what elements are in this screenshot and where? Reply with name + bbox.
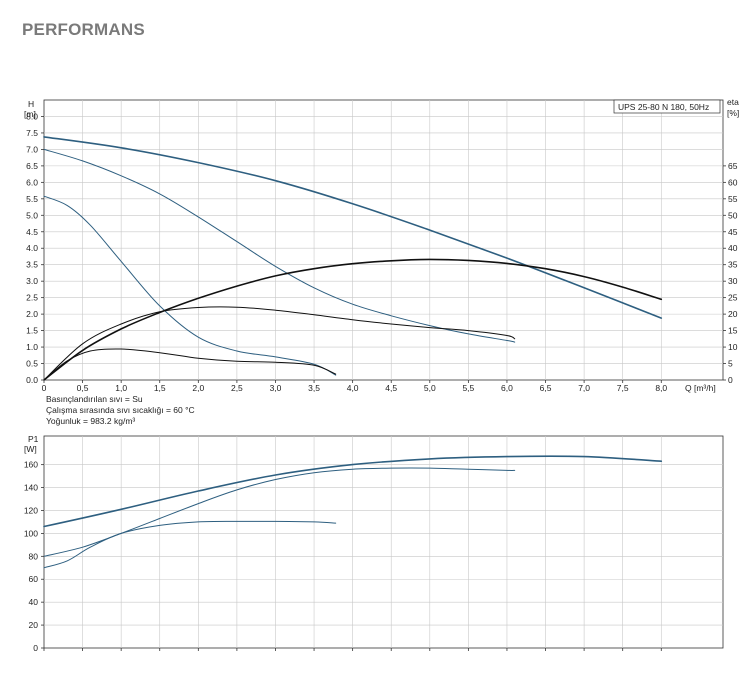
flow-tick-label: 5,0 [424, 383, 436, 393]
eta-tick-label: 20 [728, 309, 738, 319]
eta-tick-label: 60 [728, 177, 738, 187]
eta-curve-4 [43, 306, 516, 381]
flow-tick-label: 7,0 [578, 383, 590, 393]
top-plot-frame [43, 99, 724, 381]
flow-tick-label: 1,0 [115, 383, 127, 393]
power-axis-label: P1 [28, 434, 39, 444]
power-curve-0 [43, 455, 663, 528]
head-curve-2 [43, 195, 337, 376]
top-tick-labels: 0.0 0.5 1.0 1.5 2.0 2.5 3.0 3.5 4.0 4.5 5.0 5.5 6.0 6… [26, 111, 738, 393]
power-tick-label: 20 [29, 620, 39, 630]
flow-tick-label: 3,5 [308, 383, 320, 393]
head-tick-label: 3.5 [26, 260, 38, 270]
head-tick-label: 6.0 [26, 177, 38, 187]
head-tick-label: 4.5 [26, 227, 38, 237]
eta-tick-label: 65 [728, 161, 738, 171]
head-tick-label: 1.5 [26, 326, 38, 336]
head-tick-label: 0.0 [26, 375, 38, 385]
flow-tick-label: 4,5 [385, 383, 397, 393]
flow-axis-label: Q [m³/h] [685, 383, 716, 393]
eta-tick-label: 25 [728, 293, 738, 303]
power-curve-1 [43, 467, 516, 557]
head-tick-label: 6.5 [26, 161, 38, 171]
head-curve-1 [43, 148, 516, 343]
head-tick-label: 2.5 [26, 293, 38, 303]
power-chart: 0 20 40 60 80 100 120 140 160 P1 [W] [24, 434, 724, 653]
flow-tick-label: 2,0 [192, 383, 204, 393]
bottom-tick-labels: 0 20 40 60 80 100 120 140 160 [24, 460, 662, 653]
flow-tick-label: 5,5 [462, 383, 474, 393]
head-tick-label: 8.0 [26, 111, 38, 121]
head-tick-label: 5.5 [26, 194, 38, 204]
head-axis-unit: [m] [24, 109, 36, 119]
page-title: PERFORMANS [22, 20, 145, 39]
top-curves [43, 136, 663, 381]
power-tick-label: 60 [29, 574, 39, 584]
eta-tick-label: 10 [728, 342, 738, 352]
eta-tick-label: 5 [728, 359, 733, 369]
power-tick-label: 120 [24, 505, 38, 515]
flow-tick-label: 2,5 [231, 383, 243, 393]
flow-tick-label: 1,5 [154, 383, 166, 393]
head-tick-label: 3.0 [26, 276, 38, 286]
eta-tick-label: 0 [728, 375, 733, 385]
flow-tick-label: 3,0 [270, 383, 282, 393]
flow-tick-label: 0 [42, 383, 47, 393]
bottom-plot-frame [43, 435, 724, 649]
power-tick-label: 0 [33, 643, 38, 653]
power-tick-label: 160 [24, 460, 38, 470]
eta-tick-label: 40 [728, 243, 738, 253]
pump-name: UPS 25-80 N 180, 50Hz [618, 102, 709, 112]
eta-axis-unit: [%] [727, 108, 739, 118]
flow-tick-label: 6,0 [501, 383, 513, 393]
head-tick-label: 7.0 [26, 144, 38, 154]
pump-name-box [613, 99, 721, 114]
power-axis-unit: [W] [24, 444, 37, 454]
flow-tick-label: 0,5 [77, 383, 89, 393]
head-tick-label: 7.5 [26, 128, 38, 138]
note-density: Yoğunluk = 983.2 kg/m³ [46, 416, 135, 426]
bottom-grid [44, 436, 723, 648]
head-tick-label: 5.0 [26, 210, 38, 220]
note-liquid: Basınçlandırılan sıvı = Su [46, 394, 143, 404]
bottom-curves [43, 455, 663, 569]
flow-tick-label: 8,0 [655, 383, 667, 393]
power-tick-label: 80 [29, 551, 39, 561]
eta-tick-label: 15 [728, 326, 738, 336]
head-efficiency-chart: 0.0 0.5 1.0 1.5 2.0 2.5 3.0 3.5 4.0 4.5 5.0 5.5 6.0 6… [24, 97, 739, 426]
power-curve-2 [43, 520, 337, 569]
power-tick-label: 100 [24, 528, 38, 538]
flow-tick-label: 4,0 [347, 383, 359, 393]
eta-tick-label: 30 [728, 276, 738, 286]
top-grid [44, 100, 723, 380]
head-tick-label: 2.0 [26, 309, 38, 319]
flow-tick-label: 6,5 [540, 383, 552, 393]
eta-tick-label: 35 [728, 260, 738, 270]
eta-tick-label: 55 [728, 194, 738, 204]
head-tick-label: 1.0 [26, 342, 38, 352]
head-tick-label: 4.0 [26, 243, 38, 253]
power-tick-label: 40 [29, 597, 39, 607]
eta-tick-label: 50 [728, 210, 738, 220]
power-tick-label: 140 [24, 483, 38, 493]
eta-curve-3 [43, 258, 663, 381]
head-tick-label: 0.5 [26, 359, 38, 369]
note-temperature: Çalışma sırasında sıvı sıcaklığı = 60 °C [46, 405, 195, 415]
eta-axis-label: eta [727, 97, 739, 107]
eta-tick-label: 45 [728, 227, 738, 237]
head-axis-label: H [28, 99, 34, 109]
eta-curve-5 [43, 348, 337, 381]
head-curve-0 [43, 136, 663, 319]
flow-tick-label: 7,5 [617, 383, 629, 393]
